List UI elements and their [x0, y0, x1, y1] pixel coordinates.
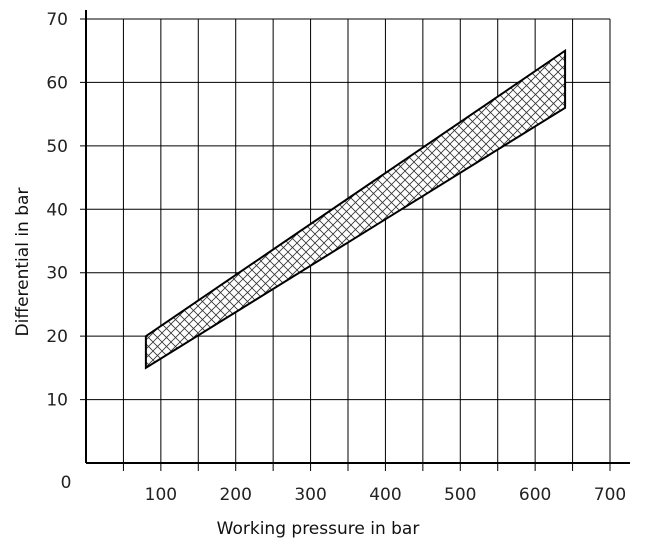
x-tick-label: 700	[594, 485, 626, 505]
operating-band	[144, 48, 567, 370]
y-tick-label: 50	[46, 137, 68, 157]
x-tick-label: 600	[519, 485, 551, 505]
y-tick-label: 70	[46, 10, 68, 30]
x-tick-label: 100	[145, 485, 177, 505]
x-tick-label: 300	[294, 485, 326, 505]
y-axis-label: Differential in bar	[13, 188, 33, 337]
y-tick-label: 20	[46, 327, 68, 347]
y-tick-label: 10	[46, 391, 68, 411]
band-area	[144, 48, 567, 370]
tick-labels: 0 100 200 300 400 500 600 700 10 20 30 40 50 60 70	[46, 10, 626, 505]
y-tick-label: 40	[46, 200, 68, 220]
axes	[85, 10, 630, 464]
x-tick-label: 400	[369, 485, 401, 505]
x-tick-label: 500	[444, 485, 476, 505]
origin-tick-label: 0	[61, 473, 72, 493]
y-tick-label: 30	[46, 264, 68, 284]
x-tick-label: 200	[219, 485, 251, 505]
x-axis-label: Working pressure in bar	[217, 519, 420, 539]
y-tick-label: 60	[46, 73, 68, 93]
